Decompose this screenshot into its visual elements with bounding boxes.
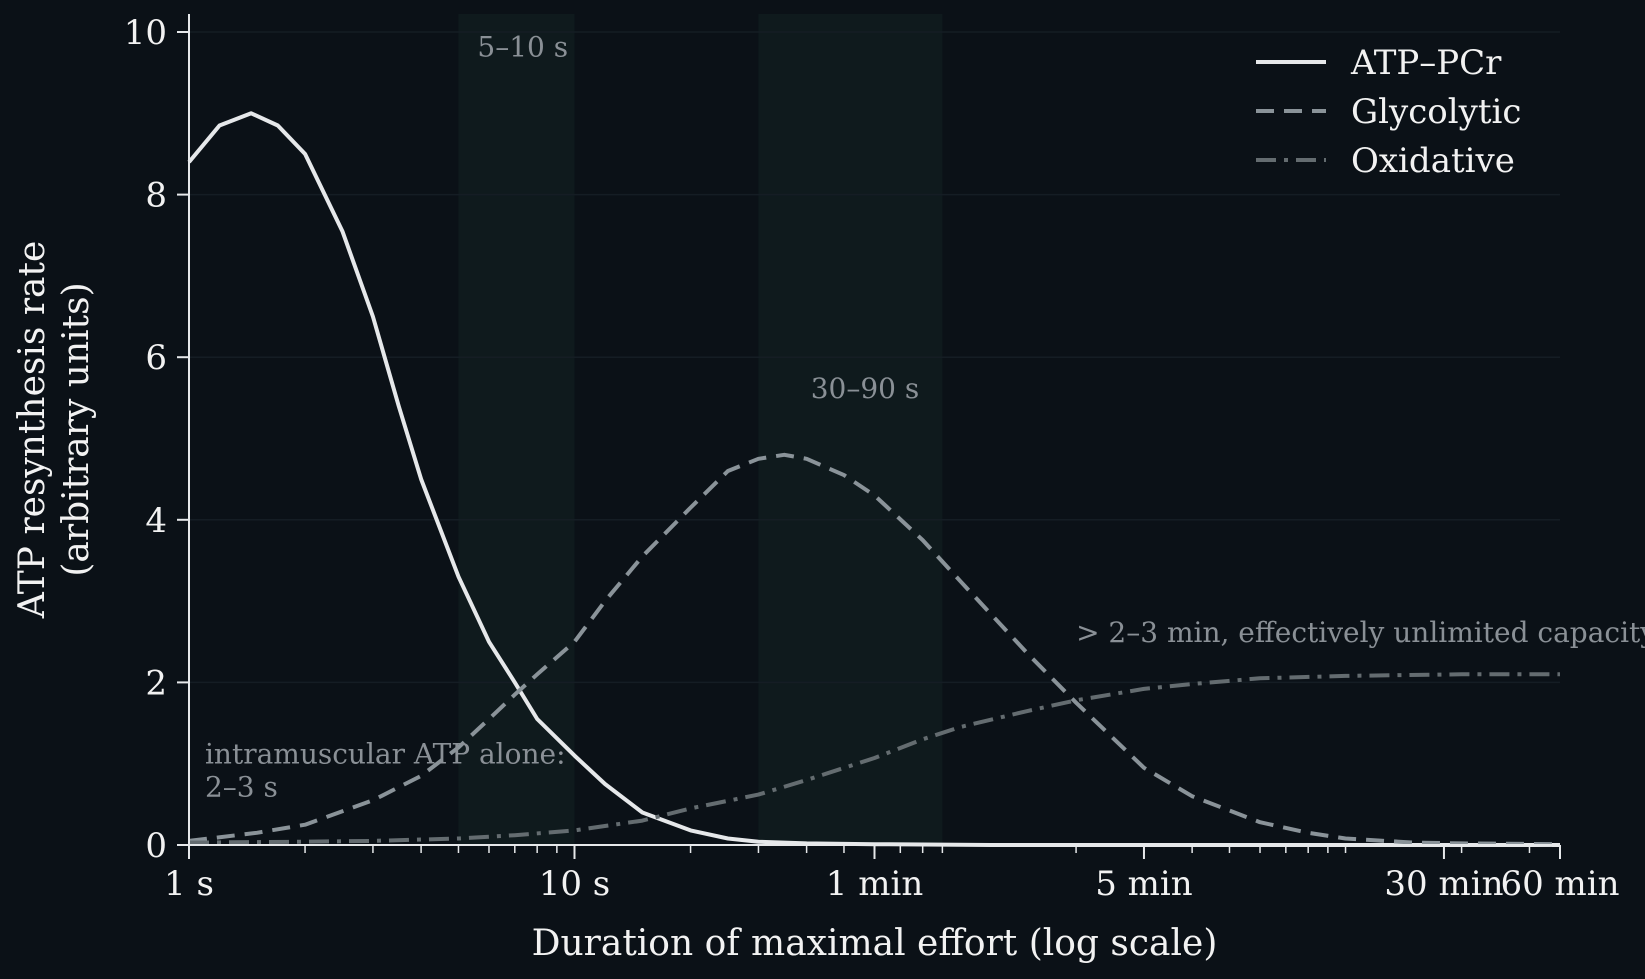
x-tick-label: 60 min	[1500, 864, 1619, 904]
series-line-atp-pcr	[187, 111, 1560, 847]
legend-label-1: Glycolytic	[1351, 92, 1521, 132]
legend: ATP–PCr Glycolytic Oxidative	[1256, 43, 1521, 181]
x-axis-title: Duration of maximal effort (log scale)	[532, 923, 1218, 964]
y-tick-label: 2	[145, 663, 167, 703]
y-tick-label: 4	[145, 501, 167, 541]
tick-marks	[177, 31, 1561, 859]
y-tick-label: 10	[124, 13, 167, 53]
annotation-1: 5–10 s	[477, 30, 568, 63]
series-line-oxidative	[188, 672, 1560, 845]
series-line-glycolytic	[188, 452, 1561, 847]
x-tick-label: 1 min	[826, 864, 923, 904]
gridlines	[189, 31, 1560, 684]
legend-label-0: ATP–PCr	[1350, 43, 1502, 83]
x-tick-label: 30 min	[1384, 864, 1503, 904]
shaded-region-1	[758, 14, 943, 845]
shaded-regions	[458, 14, 943, 845]
y-tick-label: 6	[145, 338, 167, 378]
annotation-0: intramuscular ATP alone: 2–3 s	[205, 738, 566, 804]
x-tick-label: 10 s	[539, 864, 611, 904]
annotation-3: > 2–3 min, effectively unlimited capacit…	[1076, 616, 1645, 649]
x-tick-label: 5 min	[1095, 864, 1192, 904]
annotation-2: 30–90 s	[811, 372, 920, 405]
legend-label-2: Oxidative	[1351, 141, 1515, 181]
y-axis-title: ATP resynthesis rate(arbitrary units)	[12, 241, 97, 620]
y-tick-label: 0	[145, 826, 167, 866]
annotations: intramuscular ATP alone: 2–3 s 5–10 s 30–90…	[205, 30, 1645, 803]
shaded-region-0	[458, 14, 575, 845]
y-tick-label: 8	[145, 176, 167, 216]
x-tick-label: 1 s	[164, 864, 214, 904]
series-lines	[187, 111, 1561, 847]
